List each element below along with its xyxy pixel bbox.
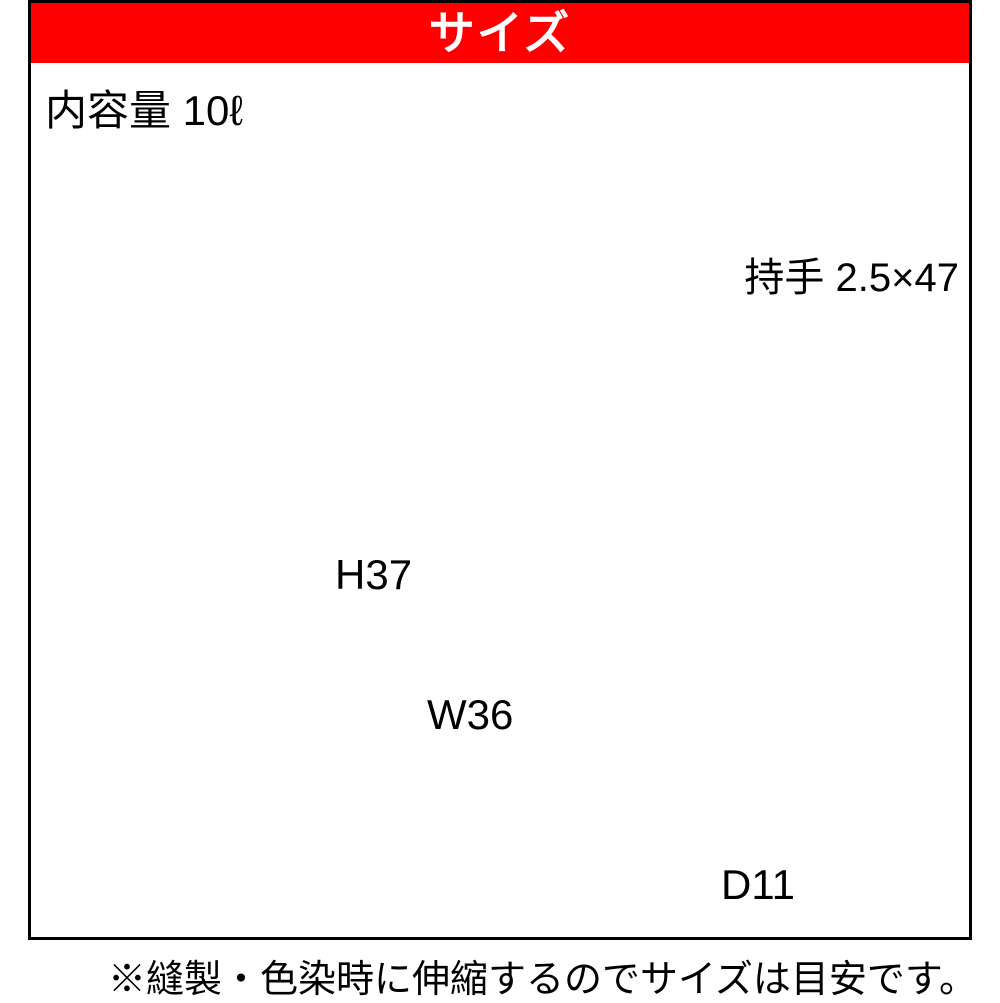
header-bar: サイズ xyxy=(31,3,969,63)
capacity-label: 内容量 10ℓ xyxy=(45,77,243,138)
height-label: H37 xyxy=(335,551,412,599)
width-label: W36 xyxy=(427,691,513,739)
diagram-content: 内容量 10ℓ 持手 2.5×47 H37 W36 D11 xyxy=(31,63,969,937)
handle-label: 持手 2.5×47 xyxy=(744,245,959,303)
header-title: サイズ xyxy=(429,7,572,59)
depth-label: D11 xyxy=(721,861,795,909)
footnote: ※縫製・色染時に伸縮するのでサイズは目安です。 xyxy=(108,948,977,1003)
diagram-frame: サイズ xyxy=(28,0,972,940)
